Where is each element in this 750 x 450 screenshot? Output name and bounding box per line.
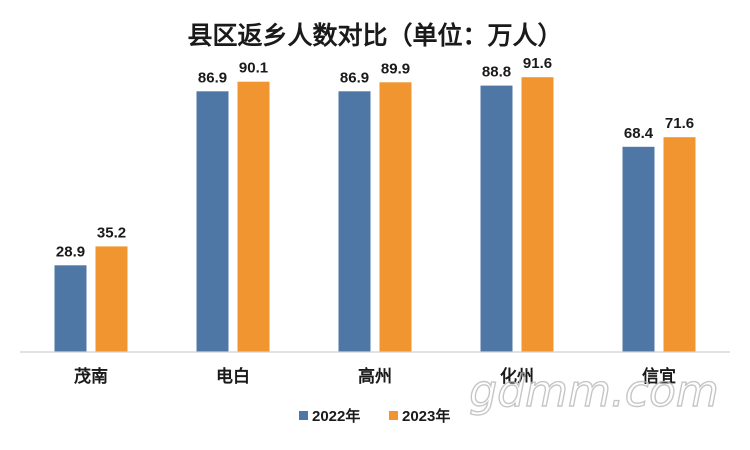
data-label: 89.9: [381, 60, 410, 77]
category-label: 电白: [216, 366, 250, 387]
bar-2023年-化州: [521, 77, 554, 352]
chart-title: 县区返乡人数对比（单位：万人）: [187, 21, 562, 50]
bar-2023年-茂南: [95, 246, 128, 352]
data-label: 91.6: [523, 55, 552, 72]
data-label: 90.1: [239, 60, 268, 77]
data-label: 86.9: [198, 69, 227, 86]
bar-2022年-茂南: [54, 265, 87, 352]
data-label: 86.9: [340, 69, 369, 86]
category-label: 信宜: [642, 366, 676, 387]
data-label: 35.2: [97, 224, 126, 241]
watermark: gdmm.com: [469, 366, 719, 417]
data-label: 71.6: [665, 115, 694, 132]
legend-label: 2022年: [312, 407, 360, 425]
legend-swatch: [299, 411, 308, 420]
legend-label: 2023年: [402, 407, 450, 425]
category-labels: 茂南 电白 高州 化州 信宜: [74, 366, 676, 387]
plot-area: 28.9 35.2 86.9 90.1 86.9 89.9 88.8 91.6 68.4 71.6: [54, 55, 696, 353]
legend-swatch: [389, 411, 398, 420]
legend: 2022年 2023年: [299, 407, 450, 425]
data-label: 88.8: [482, 64, 511, 81]
bar-2023年-电白: [237, 81, 270, 352]
bar-2022年-信宜: [622, 146, 655, 352]
category-label: 茂南: [74, 366, 108, 387]
category-label: 化州: [500, 366, 534, 387]
data-label: 68.4: [624, 125, 654, 142]
bar-2022年-化州: [480, 85, 513, 352]
bar-2023年-高州: [379, 82, 412, 353]
bar-2022年-电白: [196, 91, 229, 353]
bar-2022年-高州: [338, 91, 371, 353]
data-label: 28.9: [56, 243, 85, 260]
bar-2023年-信宜: [663, 137, 696, 352]
category-label: 高州: [358, 366, 392, 387]
